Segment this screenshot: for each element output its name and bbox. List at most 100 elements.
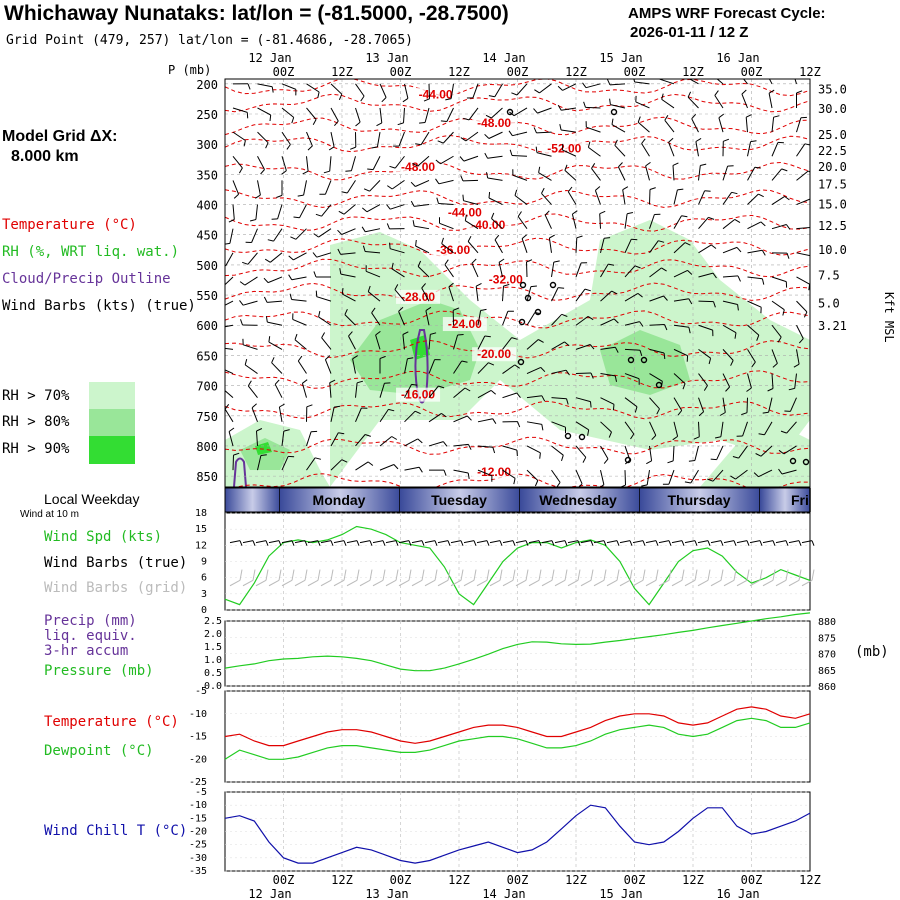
wind-barb (512, 174, 528, 181)
wind-barb (438, 179, 454, 185)
wind-barb (225, 324, 234, 328)
grid-wind-barb (733, 569, 737, 581)
wind-barb (783, 445, 797, 455)
wind-barb (758, 193, 764, 198)
wind-barb (494, 83, 503, 97)
surface-wind-barb (421, 540, 425, 546)
grid-wind-barb (723, 579, 735, 587)
wind-barb (379, 355, 386, 359)
grid-wind-barb (775, 579, 787, 587)
wind-barb (608, 431, 612, 438)
height-tick-label: 7.5 (818, 269, 840, 283)
wind-barb (659, 79, 675, 85)
wind-barb (575, 397, 591, 403)
wind-barb (329, 382, 332, 398)
pressure-tick-label: 350 (196, 168, 218, 182)
wind-barb (391, 179, 405, 190)
wind-barb (634, 265, 641, 269)
grid-wind-barb (294, 579, 306, 587)
grid-wind-barb (525, 569, 529, 581)
wind-barb (722, 192, 733, 205)
wind-barb (360, 95, 365, 102)
wind-barb (698, 165, 701, 181)
isotherm-label: -12.00 (477, 465, 511, 479)
grid-wind-barb (788, 579, 800, 587)
wind-barb (730, 475, 736, 480)
wind-barb (575, 344, 591, 350)
wind-barb (273, 228, 283, 242)
surface-wind-barb (658, 540, 670, 544)
wind-barb (714, 95, 724, 109)
wind-barb (398, 131, 405, 147)
grid-wind-barb (603, 569, 607, 581)
wind-barb (491, 212, 495, 219)
wind-barb (462, 179, 479, 182)
grid-wind-barb (382, 569, 386, 581)
wind-barb (356, 380, 364, 384)
wind-barb (281, 131, 291, 145)
wind-barb (566, 398, 569, 405)
wind-barb (673, 421, 679, 437)
wind-barb (536, 152, 552, 157)
grid-wind-barb (616, 569, 620, 581)
windchill-tick-label: -10 (189, 800, 207, 811)
wind-barb (808, 284, 810, 291)
grid-wind-barb (424, 579, 436, 587)
wind-barb (364, 434, 371, 437)
wind-barb (271, 86, 274, 93)
wind-barb (687, 91, 692, 98)
cross-section-frame (224, 78, 811, 488)
calm-marker (802, 458, 810, 466)
surface-wind-barb (473, 540, 477, 546)
grid-wind-barb (707, 569, 711, 581)
wind-barb (443, 469, 447, 476)
grid-wind-barb (359, 579, 371, 587)
grid-wind-barb (811, 569, 815, 581)
cloud-outline (233, 457, 247, 487)
weekday-bar-frame (224, 487, 811, 513)
wind-barb (561, 129, 577, 133)
bottom-time-tick: 12Z (331, 873, 353, 887)
surface-wind-barb (229, 540, 241, 544)
surface-wind-barb (525, 540, 529, 546)
wind-barb (417, 438, 423, 444)
wind-barb (488, 362, 495, 366)
wind-barb (651, 435, 657, 441)
wind-barb (713, 301, 716, 308)
temp-tick-label: -10 (189, 709, 207, 720)
wind-barb (590, 401, 592, 408)
wind-barb (591, 163, 596, 169)
grid-wind-barb (694, 569, 698, 581)
wind-height-note: Wind at 10 m (20, 509, 79, 520)
wind-barb (707, 478, 714, 482)
isotherm-label-bg (431, 242, 476, 257)
precip-tick-label: 0.5 (204, 668, 222, 679)
pressure-tick-label: 600 (196, 319, 218, 333)
wind-barb (788, 387, 795, 391)
wind-barb (338, 94, 343, 100)
calm-marker (518, 318, 526, 326)
windchill-label: Wind Chill T (°C) (44, 823, 188, 839)
grid-wind-barb (395, 569, 399, 581)
grid-wind-barb (632, 579, 644, 587)
wind-barb (722, 300, 738, 305)
grid-wind-barb (291, 569, 295, 581)
wind-barb (516, 392, 521, 399)
wind-barb (243, 140, 246, 147)
wind-barb (247, 83, 251, 90)
wind-barb (716, 445, 724, 460)
wind-barb (453, 415, 468, 423)
wind-barb (747, 276, 763, 280)
isotherm-label-bg (413, 87, 458, 102)
surface-wind-barb (733, 540, 737, 546)
wind-barb (247, 385, 258, 398)
wind-barb (722, 165, 729, 181)
pressure-tick-label: 850 (196, 470, 218, 484)
weekday-label: Tuesday (431, 492, 487, 508)
wind-barb (637, 293, 643, 298)
wind-barb (509, 149, 513, 156)
surface-wind-barb (242, 540, 254, 544)
wind-barb (244, 276, 258, 286)
wind-barb (412, 220, 415, 227)
wind-barb (578, 483, 583, 487)
